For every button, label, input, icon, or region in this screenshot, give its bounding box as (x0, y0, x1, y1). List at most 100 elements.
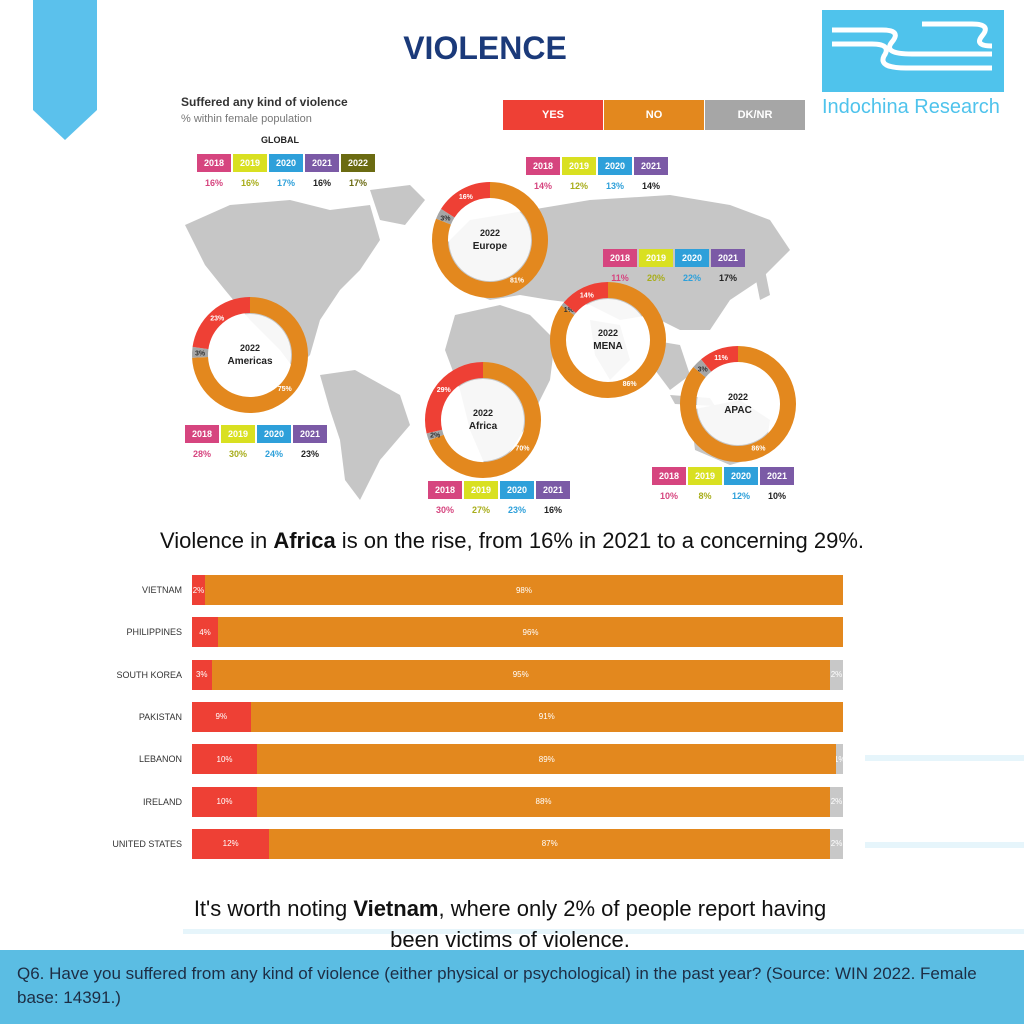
europe-name-label: Europe (473, 241, 508, 252)
europe-slice-dk (436, 208, 455, 225)
africa-insight-text: Violence in Africa is on the rise, from … (0, 528, 1024, 554)
mena-label-no: 86% (623, 381, 638, 388)
americas-value-2021: 23% (300, 449, 319, 459)
africa-label-dk: 2% (430, 433, 441, 440)
americas-label-dk: 3% (195, 351, 206, 358)
africa-slice-dk (426, 429, 444, 441)
bar-segment-no: 96% (218, 617, 843, 648)
global-year-2018: 2018 (197, 154, 231, 172)
global-year-2020: 2020 (269, 154, 303, 172)
africa-year-2021: 2021 (536, 481, 570, 499)
apac-label-yes: 11% (714, 355, 728, 362)
europe-value-row: 14% 12% 13% 14% (526, 181, 670, 191)
apac-value-2021: 10% (767, 491, 786, 501)
decor-stripe (865, 755, 1024, 761)
global-value-2018: 16% (204, 178, 223, 188)
bar-segment-dknr: 2% (829, 659, 843, 690)
global-year-row: 2018 2019 2020 2021 2022 (197, 154, 377, 172)
bar-segment-no: 98% (205, 575, 843, 605)
americas-year-2019: 2019 (221, 425, 255, 443)
africa-slice-no (428, 362, 541, 478)
africa-label-yes: 29% (437, 387, 452, 394)
mena-year-2019: 2019 (639, 249, 673, 267)
europe-label-yes: 16% (459, 194, 474, 201)
bar-category-label: IRELAND (142, 796, 182, 807)
bar-category-label: PHILIPPINES (126, 627, 182, 638)
americas-label-yes: 23% (210, 315, 225, 322)
mena-year-2021: 2021 (711, 249, 745, 267)
africa-value-row: 30% 27% 23% 16% (428, 505, 572, 515)
mena-label-yes: 14% (580, 293, 595, 300)
bar-segment-yes: 2% (192, 575, 206, 605)
europe-slice-yes (441, 182, 491, 218)
apac-value-2018: 10% (659, 491, 678, 501)
africa-name-label: Africa (469, 421, 498, 432)
apac-year-2018: 2018 (652, 467, 686, 485)
legend: YES NO DK/NR (503, 100, 806, 130)
africa-value-2020: 23% (507, 505, 526, 515)
global-value-2022: 17% (348, 178, 367, 188)
apac-year-2021: 2021 (760, 467, 794, 485)
mena-label-dk: 1% (564, 307, 575, 314)
bar-segment-yes: 3% (192, 659, 212, 690)
global-label: GLOBAL (261, 135, 299, 145)
americas-year-2020: 2020 (257, 425, 291, 443)
bar-category-label: LEBANON (138, 754, 182, 765)
americas-donut-center (209, 314, 291, 396)
europe-year-row: 2018 2019 2020 2021 (526, 157, 670, 175)
apac-label-no: 86% (751, 445, 766, 452)
bar-segment-yes: 12% (192, 828, 270, 859)
africa-value-2018: 30% (435, 505, 454, 515)
americas-value-2020: 24% (264, 449, 283, 459)
africa-label-no: 70% (515, 445, 530, 452)
africa-value-2019: 27% (471, 505, 490, 515)
africa-year-2019: 2019 (464, 481, 498, 499)
americas-value-row: 28% 30% 24% 23% (185, 449, 329, 459)
bar-segment-yes: 10% (192, 744, 258, 775)
bar-category-label: VIETNAM (141, 585, 182, 595)
mena-slice-dk (561, 302, 576, 316)
americas-slice-yes (192, 297, 251, 350)
donut-layer: 81% 3% 16% 2022 Europe 86% 1% 14% 2022 MENA 75% 3% 2… (192, 182, 796, 478)
europe-slice-no (432, 182, 548, 298)
sentence1-pre: Violence in (159, 528, 274, 553)
apac-value-2020: 12% (731, 491, 750, 501)
footer-band (0, 950, 1024, 1024)
mena-value-2018: 11% (611, 273, 629, 283)
sentence2-pre: It's worth noting (193, 896, 354, 921)
legend-dk: DK/NR (705, 100, 805, 130)
apac-year-row: 2018 2019 2020 2021 (652, 467, 796, 485)
country-bar-chart: VIETNAM 2% 98% PHILIPPINES 4% 96% SOUTH KOREA 3… (0, 570, 1024, 870)
global-year-2022: 2022 (341, 154, 375, 172)
americas-label-no: 75% (278, 386, 293, 393)
bar-segment-yes: 4% (192, 617, 219, 648)
sentence2-post: , where only 2% of people report having … (390, 896, 827, 952)
apac-donut-center (697, 363, 779, 445)
bar-segment-no: 87% (269, 828, 831, 859)
sentence2-bold: Vietnam (353, 896, 439, 921)
vietnam-insight-text: It's worth noting Vietnam, where only 2%… (180, 893, 840, 955)
africa-value-2021: 16% (543, 505, 562, 515)
logo-text: Indochina Research (822, 96, 1000, 118)
apac-slice-dk (693, 359, 712, 378)
chart-title: Suffered any kind of violence (181, 95, 348, 109)
mena-slice-yes (563, 282, 609, 314)
americas-year-row: 2018 2019 2020 2021 (185, 425, 329, 443)
europe-value-2019: 12% (569, 181, 588, 191)
apac-slice-no (680, 346, 796, 462)
americas-name-label: Americas (227, 356, 272, 367)
sentence1-bold: Africa (273, 528, 336, 553)
africa-slice-yes (425, 362, 484, 434)
mena-value-2020: 22% (682, 273, 701, 283)
chart-subtitle: % within female population (181, 113, 312, 125)
footer-question-text: Q6. Have you suffered from any kind of v… (17, 964, 977, 1007)
americas-value-2019: 30% (228, 449, 247, 459)
americas-year-2018: 2018 (185, 425, 219, 443)
legend-yes: YES (503, 100, 603, 130)
americas-value-2018: 28% (192, 449, 211, 459)
europe-year-2019: 2019 (562, 157, 596, 175)
bar-segment-dknr: 2% (830, 828, 843, 859)
bar-category-label: PAKISTAN (138, 711, 182, 722)
bar-segment-no: 88% (257, 786, 830, 817)
mena-value-row: 11% 20% 22% 17% (603, 273, 747, 283)
